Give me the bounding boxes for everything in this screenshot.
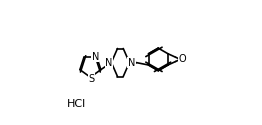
Text: N: N bbox=[105, 58, 113, 68]
Text: O: O bbox=[178, 54, 186, 64]
Text: N: N bbox=[91, 52, 99, 62]
Text: N: N bbox=[128, 58, 135, 68]
Text: HCl: HCl bbox=[67, 99, 86, 109]
Text: S: S bbox=[89, 74, 95, 84]
